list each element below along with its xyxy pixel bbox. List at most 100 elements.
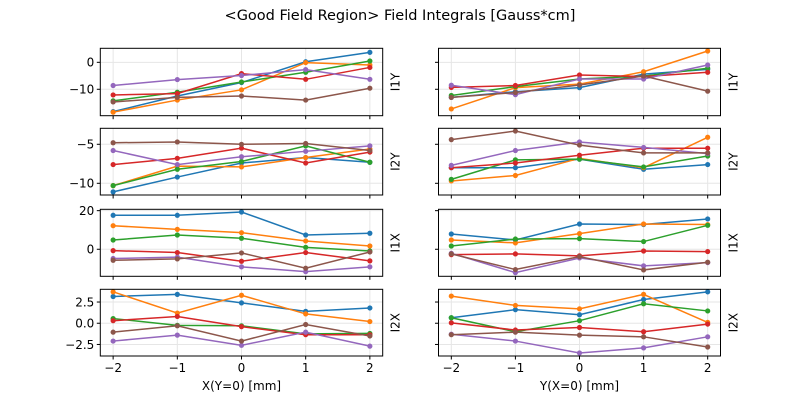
- data-point: [640, 221, 647, 227]
- x-tick-label: −2: [442, 361, 460, 375]
- data-point: [174, 226, 180, 232]
- data-point: [512, 128, 519, 134]
- data-point: [512, 329, 519, 335]
- data-point: [448, 162, 454, 168]
- subplot-i1x-col0: 20 0 I1X: [79, 204, 403, 280]
- data-point: [512, 165, 519, 171]
- subplot-i2x-col1: −2 −1 0 1 2 I2X Y(X=0) [mm]: [435, 288, 741, 393]
- data-point: [367, 305, 373, 311]
- y-axis-label: I1X: [389, 233, 403, 252]
- data-point: [367, 58, 373, 64]
- data-point: [238, 258, 245, 264]
- data-point: [367, 333, 373, 339]
- data-point: [367, 64, 373, 71]
- data-point: [576, 72, 583, 78]
- y-tick-label: −10: [69, 177, 94, 191]
- data-point: [512, 307, 519, 313]
- data-point: [512, 147, 519, 154]
- data-point: [367, 258, 373, 264]
- data-point: [705, 145, 711, 151]
- data-point: [705, 259, 711, 265]
- data-point: [576, 156, 583, 162]
- data-point: [110, 189, 116, 195]
- data-point: [640, 73, 647, 79]
- data-point: [303, 244, 309, 250]
- subplot-i2y-col0: −5 −10 I2Y: [69, 127, 403, 199]
- data-point: [367, 143, 373, 149]
- data-point: [367, 76, 373, 82]
- y-tick-label: 0: [87, 243, 95, 257]
- data-point: [238, 230, 245, 236]
- data-point: [512, 89, 519, 96]
- data-point: [110, 293, 116, 300]
- data-point: [174, 166, 180, 172]
- data-point: [110, 329, 116, 335]
- x-tick-label: −2: [104, 361, 122, 375]
- data-point: [367, 318, 373, 325]
- data-point: [238, 235, 245, 241]
- data-point: [576, 142, 583, 148]
- data-point: [110, 183, 116, 189]
- subplot-i2y-col1: I2Y: [435, 127, 741, 199]
- data-point: [512, 82, 519, 89]
- data-point: [640, 296, 647, 303]
- data-point: [303, 154, 309, 161]
- y-tick-label: 20: [79, 204, 94, 218]
- data-point: [303, 265, 309, 271]
- data-point: [303, 66, 309, 73]
- data-point: [238, 154, 245, 160]
- data-point: [110, 92, 116, 98]
- x-tick-label: −1: [168, 361, 186, 375]
- data-point: [705, 344, 711, 350]
- data-point: [238, 338, 245, 344]
- data-point: [705, 248, 711, 255]
- data-point: [110, 338, 116, 344]
- data-point: [640, 164, 647, 170]
- x-tick-label: 1: [302, 361, 310, 375]
- data-point: [367, 159, 373, 165]
- y-tick-label: 0: [87, 56, 95, 70]
- data-point: [640, 291, 647, 297]
- data-point: [448, 332, 454, 338]
- data-point: [367, 343, 373, 349]
- data-point: [512, 172, 519, 179]
- data-point: [448, 137, 454, 143]
- x-axis-label: Y(X=0) [mm]: [539, 379, 619, 393]
- data-point: [512, 266, 519, 273]
- data-point: [110, 223, 116, 229]
- data-point: [174, 94, 180, 100]
- data-point: [110, 99, 116, 105]
- data-point: [640, 301, 647, 307]
- data-point: [174, 313, 180, 320]
- y-axis-label: I2Y: [389, 152, 403, 171]
- data-point: [576, 318, 583, 324]
- data-point: [705, 88, 711, 94]
- data-point: [705, 62, 711, 68]
- data-point: [110, 257, 116, 263]
- data-point: [705, 308, 711, 314]
- data-point: [448, 320, 454, 326]
- data-point: [238, 292, 245, 298]
- data-point: [174, 291, 180, 297]
- subplot-i2x-col0: −2 −1 0 1 2 2.5 0.0 −2.5 I2X X(Y=0) [mm]: [65, 288, 403, 393]
- data-point: [512, 236, 519, 242]
- data-point: [705, 222, 711, 228]
- data-point: [238, 250, 245, 256]
- data-point: [576, 350, 583, 356]
- data-point: [448, 176, 454, 182]
- data-point: [110, 237, 116, 243]
- data-point: [303, 140, 309, 147]
- x-tick-label: 1: [640, 361, 648, 375]
- subplot-i1x-col1: I1X: [435, 208, 741, 280]
- subplot-i1y-col1: I1Y: [435, 47, 741, 120]
- data-point: [174, 232, 180, 238]
- y-axis-label: I1Y: [727, 72, 741, 91]
- data-point: [448, 293, 454, 299]
- data-point: [110, 140, 116, 146]
- data-point: [303, 59, 309, 66]
- x-tick-label: 0: [576, 361, 584, 375]
- data-point: [174, 161, 180, 168]
- data-point: [238, 87, 245, 93]
